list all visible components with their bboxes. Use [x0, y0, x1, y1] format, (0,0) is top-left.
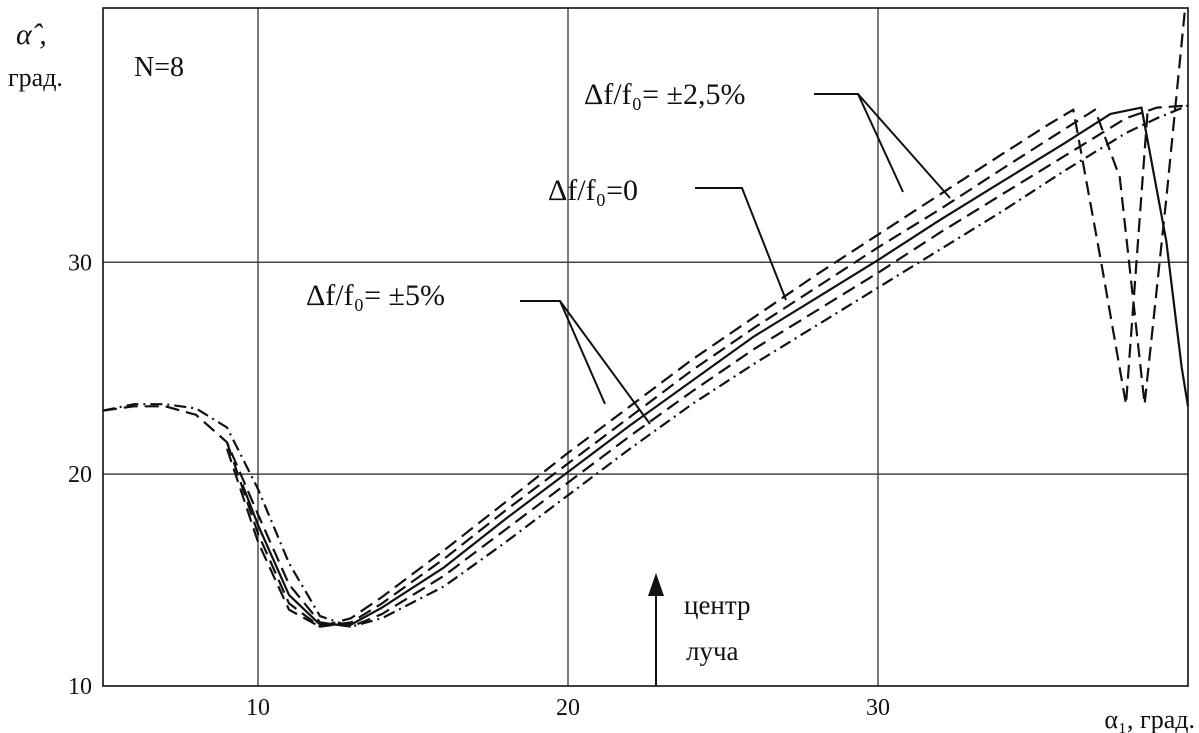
center-label-line2: луча [686, 636, 739, 666]
series-line-5 [225, 108, 1149, 628]
label-zero: Δf/f₀=0 [548, 174, 638, 207]
leader-pm25 [814, 93, 951, 199]
plot-frame [102, 7, 1189, 687]
series-line-4 [225, 9, 1186, 628]
center-arrow-head [648, 573, 664, 596]
tick-labels: 10 20 30 10 20 30 [68, 250, 890, 721]
x-axis-label: α₁, град. [1104, 705, 1195, 733]
series-line-3 [241, 106, 1190, 626]
y-axis-label: град. [8, 63, 63, 92]
leader-lines [520, 93, 951, 425]
center-label-line1: центр [684, 590, 751, 620]
x-tick-label: 10 [246, 695, 270, 721]
grid [103, 8, 1188, 686]
center-arrow [648, 573, 664, 686]
y-tick-label: 10 [68, 674, 92, 700]
label-pm5: Δf/f₀= ±5% [306, 279, 445, 312]
x-tick-label: 30 [866, 695, 890, 721]
leader-zero [695, 187, 787, 301]
label-pm25: Δf/f₀= ±2,5% [584, 78, 745, 111]
series-line-2 [102, 104, 1189, 628]
curves [102, 9, 1190, 628]
series-line-1 [102, 104, 1189, 628]
y-tick-label: 30 [68, 250, 92, 276]
n-label: N=8 [134, 52, 184, 83]
y-axis-symbol: α̂ , [16, 18, 47, 51]
leader-pm5 [520, 300, 651, 425]
x-tick-label: 20 [556, 695, 580, 721]
y-tick-label: 20 [68, 462, 92, 488]
